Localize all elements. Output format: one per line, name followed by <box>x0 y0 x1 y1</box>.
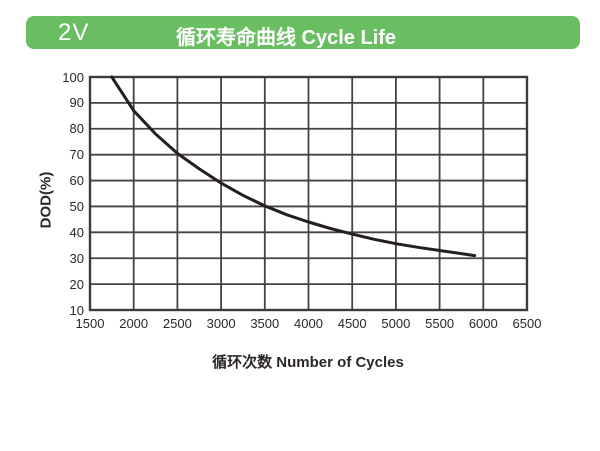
y-tick-label: 80 <box>69 121 84 137</box>
header-bar <box>26 16 580 49</box>
y-tick-label: 10 <box>69 302 84 318</box>
y-tick-label: 50 <box>69 198 84 214</box>
voltage-badge: 2V <box>58 19 90 46</box>
chart-title: 循环寿命曲线 Cycle Life <box>175 27 397 49</box>
grid-lines <box>89 76 528 311</box>
y-axis-label: DOD(%) <box>37 171 55 229</box>
x-tick-label: 5500 <box>425 316 455 331</box>
y-tick-label: 40 <box>69 224 84 240</box>
x-tick-label: 3000 <box>206 316 236 331</box>
y-tick-label: 30 <box>69 250 84 266</box>
x-tick-label: 2500 <box>162 316 192 331</box>
x-axis-label: 循环次数 Number of Cycles <box>212 354 404 371</box>
y-tick-label: 90 <box>69 95 84 111</box>
y-tick-label: 70 <box>69 147 84 163</box>
x-tick-label: 6500 <box>512 316 542 331</box>
x-tick-label: 4000 <box>294 316 323 331</box>
x-tick-label: 2000 <box>119 316 149 331</box>
y-tick-label: 20 <box>69 276 84 292</box>
x-tick-label: 4500 <box>337 316 367 331</box>
y-tick-label: 100 <box>62 69 84 85</box>
x-tick-label: 5000 <box>381 316 411 331</box>
cycle-life-curve <box>110 75 477 258</box>
x-tick-label: 6000 <box>468 316 498 331</box>
x-tick-label: 1500 <box>75 316 105 331</box>
x-tick-label: 3500 <box>250 316 280 331</box>
y-tick-label: 60 <box>69 173 84 189</box>
plot-border <box>88 75 529 312</box>
